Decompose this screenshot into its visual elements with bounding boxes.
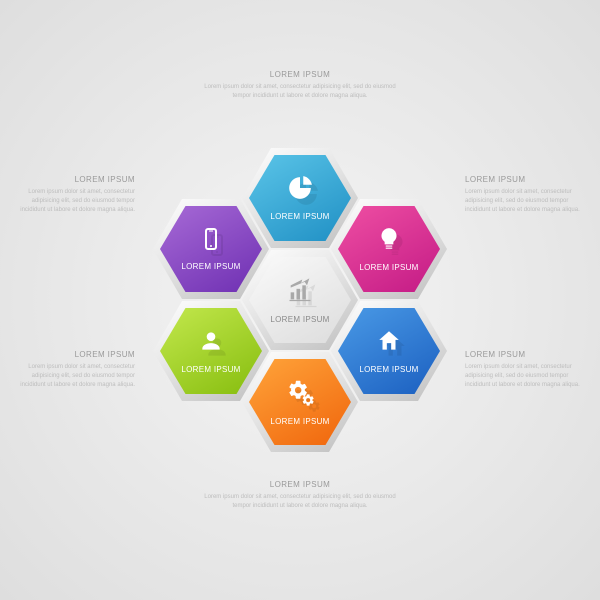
- hex-label: LOREM IPSUM: [270, 212, 329, 221]
- hex-label: LOREM IPSUM: [181, 365, 240, 374]
- hex-infographic-stage: LOREM IPSUMLOREM IPSUMLOREM IPSUMLOREM I…: [0, 0, 600, 600]
- callout-body: Lorem ipsum dolor sit amet, consectetur …: [200, 83, 400, 101]
- callout-title: LOREM IPSUM: [465, 350, 585, 359]
- callout-bottom-left: LOREM IPSUM Lorem ipsum dolor sit amet, c…: [15, 350, 135, 390]
- hex-top-right: LOREM IPSUM: [331, 199, 447, 299]
- hex-label: LOREM IPSUM: [270, 417, 329, 426]
- callout-top: LOREM IPSUM Lorem ipsum dolor sit amet, c…: [200, 70, 400, 101]
- callout-body: Lorem ipsum dolor sit amet, consectetur …: [465, 363, 585, 390]
- callout-body: Lorem ipsum dolor sit amet, consectetur …: [15, 188, 135, 215]
- callout-top-left: LOREM IPSUM Lorem ipsum dolor sit amet, c…: [15, 175, 135, 215]
- callout-body: Lorem ipsum dolor sit amet, consectetur …: [465, 188, 585, 215]
- gears-icon: [286, 378, 314, 411]
- hex-content: LOREM IPSUM: [338, 206, 440, 292]
- callout-bottom-right: LOREM IPSUM Lorem ipsum dolor sit amet, c…: [465, 350, 585, 390]
- hex-content: LOREM IPSUM: [160, 206, 262, 292]
- callout-title: LOREM IPSUM: [200, 70, 400, 79]
- callout-body: Lorem ipsum dolor sit amet, consectetur …: [15, 363, 135, 390]
- hex-content: LOREM IPSUM: [160, 308, 262, 394]
- callout-body: Lorem ipsum dolor sit amet, consectetur …: [200, 493, 400, 511]
- hex-top-left: LOREM IPSUM: [153, 199, 269, 299]
- callout-title: LOREM IPSUM: [15, 175, 135, 184]
- phone-icon: [199, 227, 223, 256]
- callout-title: LOREM IPSUM: [15, 350, 135, 359]
- bar-chart-arrow-icon: [286, 276, 314, 309]
- hex-label: LOREM IPSUM: [359, 365, 418, 374]
- hex-label: LOREM IPSUM: [181, 262, 240, 271]
- callout-title: LOREM IPSUM: [200, 480, 400, 489]
- home-icon: [376, 328, 402, 359]
- callout-top-right: LOREM IPSUM Lorem ipsum dolor sit amet, c…: [465, 175, 585, 215]
- hex-label: LOREM IPSUM: [270, 315, 329, 324]
- pie-chart-icon: [287, 175, 313, 206]
- callout-bottom: LOREM IPSUM Lorem ipsum dolor sit amet, c…: [200, 480, 400, 511]
- hex-bottom-left: LOREM IPSUM: [153, 301, 269, 401]
- callout-title: LOREM IPSUM: [465, 175, 585, 184]
- lightbulb-icon: [376, 226, 402, 257]
- person-icon: [198, 328, 224, 359]
- hex-label: LOREM IPSUM: [359, 263, 418, 272]
